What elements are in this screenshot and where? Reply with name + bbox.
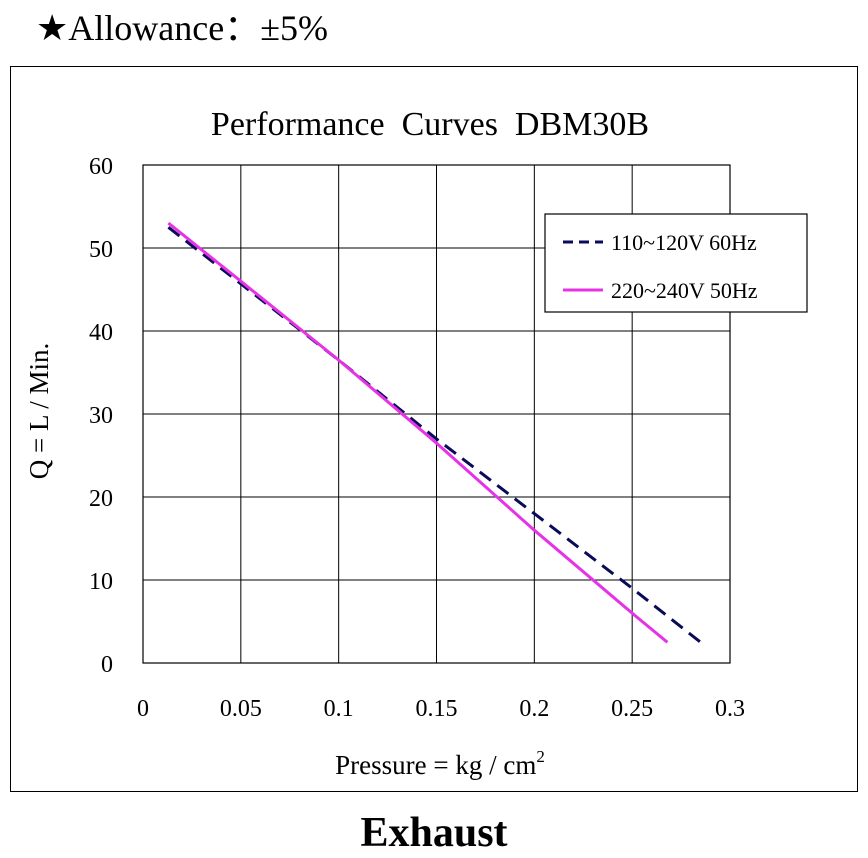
y-tick-label: 30 xyxy=(89,403,113,429)
chart-series xyxy=(167,221,702,644)
x-axis-label: Pressure = kg / cm2 xyxy=(335,747,545,780)
chart-grid xyxy=(142,164,731,664)
x-tick-label: 0 xyxy=(137,696,149,722)
x-axis-label-superscript: 2 xyxy=(536,747,545,766)
legend-label: 110~120V 60Hz xyxy=(611,230,757,255)
y-tick-label: 50 xyxy=(89,237,113,263)
y-axis-label: Q = L / Min. xyxy=(24,343,54,479)
y-tick-label: 0 xyxy=(101,652,113,678)
series-line xyxy=(167,221,669,644)
y-tick-label: 10 xyxy=(89,569,113,595)
legend-box xyxy=(544,213,808,313)
chart-frame xyxy=(10,66,858,792)
allowance-note: ★Allowance：±5% xyxy=(36,8,328,48)
y-tick-label: 60 xyxy=(89,154,113,180)
x-tick-label: 0.1 xyxy=(324,696,354,722)
chart-legend: 110~120V 60Hz 220~240V 50Hz xyxy=(544,213,808,313)
y-axis-ticks: 0 10 20 30 40 50 60 xyxy=(89,154,113,678)
y-tick-label: 20 xyxy=(89,486,113,512)
y-tick-label: 40 xyxy=(89,320,113,346)
x-tick-label: 0.3 xyxy=(715,696,745,722)
x-axis-ticks: 0 0.05 0.1 0.15 0.2 0.25 0.3 xyxy=(137,696,745,722)
x-tick-label: 0.25 xyxy=(611,696,653,722)
exhaust-label: Exhaust xyxy=(360,810,508,856)
x-tick-label: 0.2 xyxy=(519,696,549,722)
chart-title: Performance Curves DBM30B xyxy=(211,106,649,143)
x-tick-label: 0.05 xyxy=(220,696,262,722)
x-axis-label-text: Pressure = kg / cm xyxy=(335,750,536,780)
legend-label: 220~240V 50Hz xyxy=(611,278,758,303)
x-tick-label: 0.15 xyxy=(416,696,458,722)
